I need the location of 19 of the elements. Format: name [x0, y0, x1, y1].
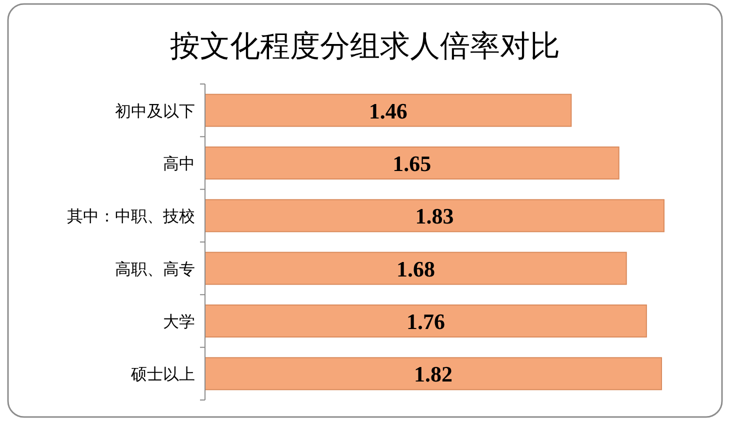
data-label: 1.83	[415, 204, 454, 229]
y-tick-label: 其中：中职、技校	[67, 206, 195, 226]
data-label: 1.68	[396, 256, 435, 282]
bar	[204, 146, 620, 180]
y-tick-label: 大学	[163, 312, 195, 331]
y-tick-label: 初中及以下	[115, 101, 195, 120]
data-label: 1.65	[392, 151, 432, 176]
y-tick-label: 硕士以上	[130, 364, 195, 384]
y-tick-label: 高职、高专	[115, 259, 195, 278]
bar	[204, 94, 572, 127]
data-label: 1.76	[406, 309, 445, 334]
y-tick-label: 高中	[163, 154, 195, 173]
bar	[204, 357, 662, 390]
bar	[204, 304, 647, 338]
bar	[204, 199, 664, 232]
data-label: 1.46	[368, 98, 408, 124]
bar	[204, 252, 627, 285]
chart-title: 按文化程度分组求人倍率对比	[170, 29, 560, 64]
data-label: 1.82	[414, 362, 452, 387]
